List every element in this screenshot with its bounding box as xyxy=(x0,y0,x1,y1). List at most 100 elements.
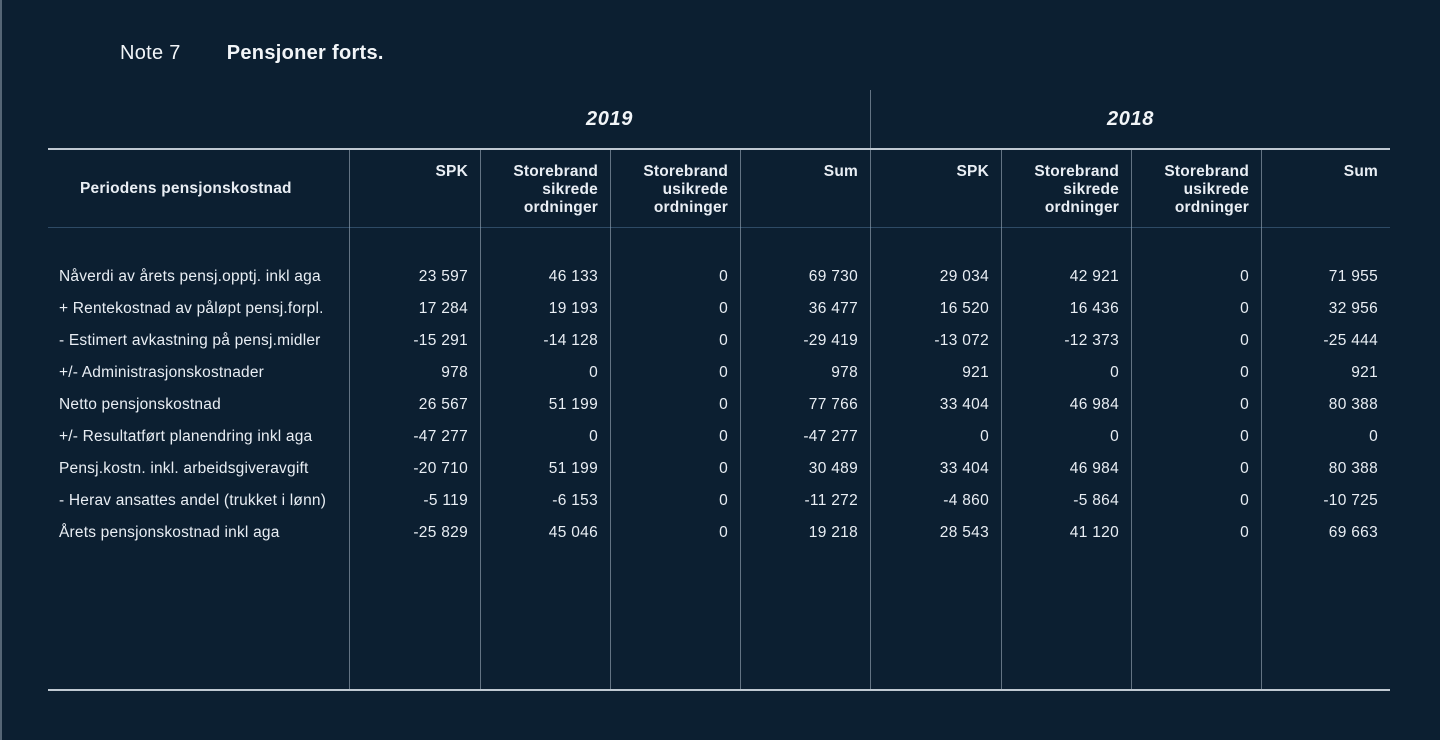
value-cell: 51 199 xyxy=(548,396,598,413)
value-cell: 51 199 xyxy=(548,460,598,477)
value-cell: 71 955 xyxy=(1328,268,1378,285)
value-cell: 77 766 xyxy=(808,396,858,413)
value-cell: 69 730 xyxy=(808,268,858,285)
value-cell: 0 xyxy=(1240,268,1249,285)
value-cell: 19 218 xyxy=(808,524,858,541)
value-cell: -14 128 xyxy=(543,332,598,349)
value-cell: 80 388 xyxy=(1328,396,1378,413)
column-header: SPK xyxy=(870,150,1001,227)
table-row: Årets pensjonskostnad inkl aga -25 829 45… xyxy=(48,517,1390,549)
value-cell: 0 xyxy=(719,364,728,381)
value-cell: 32 956 xyxy=(1328,300,1378,317)
value-cell: -12 373 xyxy=(1064,332,1119,349)
value-cell: 0 xyxy=(1110,364,1119,381)
value-cell: 46 133 xyxy=(548,268,598,285)
value-cell: -47 277 xyxy=(413,428,468,445)
value-cell: 19 193 xyxy=(548,300,598,317)
value-cell: 46 984 xyxy=(1069,460,1119,477)
value-cell: 17 284 xyxy=(418,300,468,317)
value-cell: 36 477 xyxy=(808,300,858,317)
table-row: - Estimert avkastning på pensj.midler -1… xyxy=(48,325,1390,357)
value-cell: -29 419 xyxy=(803,332,858,349)
value-cell: -25 829 xyxy=(413,524,468,541)
column-header: Storebrand usikrede ordninger xyxy=(610,150,740,227)
pension-cost-table: Periodens pensjonskostnad SPK Storebrand… xyxy=(48,148,1390,691)
row-label: +/- Administrasjonskostnader xyxy=(59,364,265,381)
value-cell: 0 xyxy=(1240,492,1249,509)
column-header: Sum xyxy=(740,150,870,227)
column-header: SPK xyxy=(349,150,480,227)
value-cell: 978 xyxy=(441,364,468,381)
value-cell: -15 291 xyxy=(413,332,468,349)
row-label: Netto pensjonskostnad xyxy=(59,396,221,413)
row-label: +/- Resultatført planendring inkl aga xyxy=(59,428,313,445)
value-cell: 0 xyxy=(719,460,728,477)
column-header: Storebrand usikrede ordninger xyxy=(1131,150,1261,227)
value-cell: 41 120 xyxy=(1069,524,1119,541)
table-row: +/- Resultatført planendring inkl aga -4… xyxy=(48,421,1390,453)
value-cell: -13 072 xyxy=(934,332,989,349)
value-cell: 0 xyxy=(719,396,728,413)
value-cell: 33 404 xyxy=(939,396,989,413)
year-label-2019: 2019 xyxy=(586,107,633,130)
value-cell: -6 153 xyxy=(552,492,598,509)
column-header-label: Storebrand usikrede ordninger xyxy=(643,163,728,216)
value-cell: 0 xyxy=(719,524,728,541)
value-cell: 0 xyxy=(719,492,728,509)
table-row: + Rentekostnad av påløpt pensj.forpl. 17… xyxy=(48,293,1390,325)
value-cell: 0 xyxy=(1240,364,1249,381)
row-label: Nåverdi av årets pensj.opptj. inkl aga xyxy=(59,268,321,285)
page-left-edge-rule xyxy=(0,0,2,740)
value-cell: 0 xyxy=(1110,428,1119,445)
value-cell: -20 710 xyxy=(413,460,468,477)
value-cell: 0 xyxy=(1240,524,1249,541)
value-cell: -25 444 xyxy=(1323,332,1378,349)
value-cell: 26 567 xyxy=(418,396,468,413)
table-rows: Nåverdi av årets pensj.opptj. inkl aga 2… xyxy=(48,228,1390,549)
value-cell: -4 860 xyxy=(943,492,989,509)
row-label: - Estimert avkastning på pensj.midler xyxy=(59,332,321,349)
value-cell: 28 543 xyxy=(939,524,989,541)
note-title: Pensjoner forts. xyxy=(226,42,384,64)
value-cell: 30 489 xyxy=(808,460,858,477)
value-cell: -11 272 xyxy=(804,492,858,509)
column-header-label: Storebrand usikrede ordninger xyxy=(1164,163,1249,216)
column-header: Sum xyxy=(1261,150,1390,227)
value-cell: 0 xyxy=(719,428,728,445)
value-cell: 0 xyxy=(1240,396,1249,413)
page-title: Note 7 Pensjoner forts. xyxy=(120,40,384,66)
column-header-label: SPK xyxy=(435,163,468,180)
table-row: Nåverdi av årets pensj.opptj. inkl aga 2… xyxy=(48,261,1390,293)
value-cell: 978 xyxy=(831,364,858,381)
value-cell: 46 984 xyxy=(1069,396,1119,413)
note-number: Note 7 xyxy=(120,42,181,64)
value-cell: 16 436 xyxy=(1069,300,1119,317)
year-header-band: 2019 2018 xyxy=(48,90,1390,148)
value-cell: 45 046 xyxy=(548,524,598,541)
column-header-label: Storebrand sikrede ordninger xyxy=(513,163,598,216)
year-label-2018: 2018 xyxy=(870,90,1390,148)
row-header-label: Periodens pensjonskostnad xyxy=(80,179,292,197)
table-row: - Herav ansattes andel (trukket i lønn) … xyxy=(48,485,1390,517)
value-cell: 0 xyxy=(719,332,728,349)
value-cell: 0 xyxy=(1240,460,1249,477)
column-header-label: Storebrand sikrede ordninger xyxy=(1034,163,1119,216)
value-cell: 921 xyxy=(1351,364,1378,381)
value-cell: 0 xyxy=(719,300,728,317)
value-cell: 42 921 xyxy=(1069,268,1119,285)
value-cell: 0 xyxy=(1240,300,1249,317)
column-header: Storebrand sikrede ordninger xyxy=(1001,150,1131,227)
value-cell: 29 034 xyxy=(939,268,989,285)
column-header: Storebrand sikrede ordninger xyxy=(480,150,610,227)
value-cell: 33 404 xyxy=(939,460,989,477)
value-cell: 16 520 xyxy=(939,300,989,317)
column-header-label: Sum xyxy=(1343,163,1378,180)
value-cell: 0 xyxy=(1369,428,1378,445)
value-cell: 69 663 xyxy=(1328,524,1378,541)
row-label: + Rentekostnad av påløpt pensj.forpl. xyxy=(59,300,324,317)
value-cell: 23 597 xyxy=(418,268,468,285)
row-label: Årets pensjonskostnad inkl aga xyxy=(59,524,280,541)
value-cell: 0 xyxy=(1240,332,1249,349)
value-cell: 0 xyxy=(980,428,989,445)
